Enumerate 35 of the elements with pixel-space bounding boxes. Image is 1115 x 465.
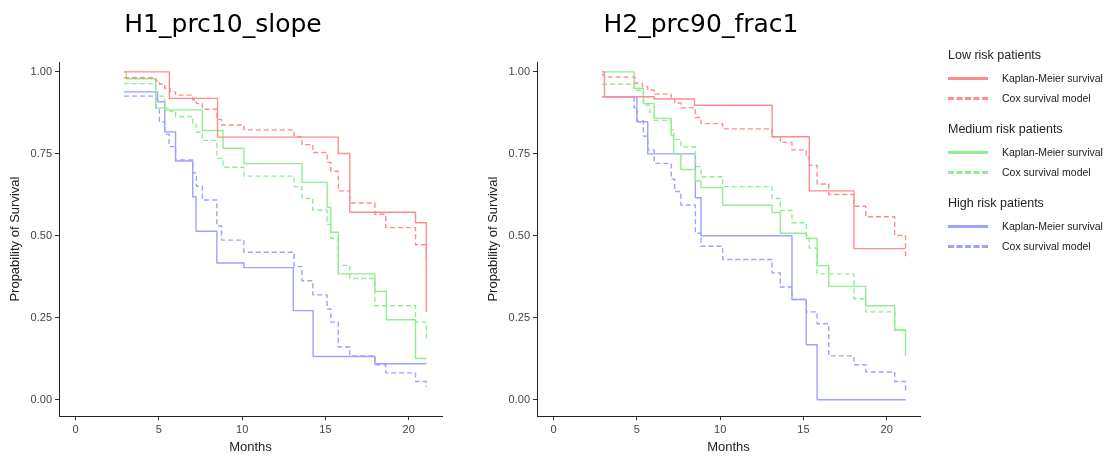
x-tick-label: 15 xyxy=(319,422,332,435)
legend-label: Cox survival model xyxy=(1002,92,1091,104)
y-tick-label: 0.25 xyxy=(508,310,531,323)
x-tick-label: 0 xyxy=(72,422,79,435)
y-tick-label: 0.50 xyxy=(30,228,53,241)
x-axis-title: Months xyxy=(229,438,273,454)
y-tick-label: 0.25 xyxy=(30,310,53,323)
x-tick-label: 20 xyxy=(880,422,893,435)
text: Medium risk patients xyxy=(948,122,1064,136)
y-axis-title: Propability of Survival xyxy=(7,176,23,302)
text: Low risk patients xyxy=(948,48,1043,62)
y-tick-label: 0.75 xyxy=(508,146,531,159)
y-tick-label: 0.75 xyxy=(30,146,53,159)
y-tick-label: 0.50 xyxy=(508,228,531,241)
legend-label: Kaplan-Meier survival xyxy=(1002,72,1103,84)
x-tick-label: 10 xyxy=(714,422,727,435)
legend-label: Cox survival model xyxy=(1002,166,1091,178)
x-tick-label: 5 xyxy=(155,422,162,435)
y-tick-label: 0.00 xyxy=(30,392,53,405)
x-tick-label: 0 xyxy=(550,422,557,435)
x-tick-label: 10 xyxy=(236,422,249,435)
legend-label: Kaplan-Meier survival xyxy=(1002,220,1103,232)
x-axis-title: Months xyxy=(707,438,751,454)
chart-title: H1_prc10_slope xyxy=(124,8,322,38)
x-tick-label: 20 xyxy=(402,422,415,435)
y-tick-label: 1.00 xyxy=(508,64,531,77)
x-tick-label: 5 xyxy=(633,422,640,435)
y-axis-title: Propability of Survival xyxy=(485,176,501,302)
legend-label: Kaplan-Meier survival xyxy=(1002,146,1103,158)
text: High risk patients xyxy=(948,196,1045,210)
y-tick-label: 1.00 xyxy=(30,64,53,77)
legend-label: Cox survival model xyxy=(1002,240,1091,252)
x-tick-label: 15 xyxy=(797,422,810,435)
chart-title: H2_prc90_frac1 xyxy=(603,8,799,38)
y-tick-label: 0.00 xyxy=(508,392,531,405)
